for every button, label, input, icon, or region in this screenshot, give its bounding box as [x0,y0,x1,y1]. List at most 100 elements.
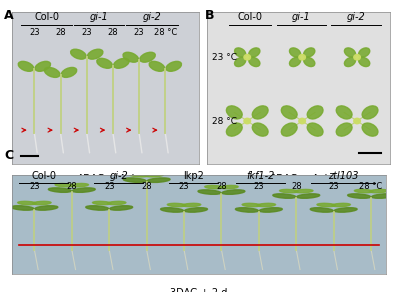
Text: 23: 23 [29,182,40,191]
Ellipse shape [362,123,378,136]
Ellipse shape [11,206,34,210]
Ellipse shape [355,190,373,193]
Ellipse shape [344,57,355,67]
Ellipse shape [205,185,223,189]
Ellipse shape [336,106,352,119]
Ellipse shape [88,49,103,59]
Ellipse shape [234,48,246,57]
Circle shape [354,55,360,60]
Ellipse shape [166,61,181,71]
Ellipse shape [72,188,95,192]
Text: 28 °C: 28 °C [359,182,383,191]
Text: 3DAG + 2 d: 3DAG + 2 d [170,288,228,292]
Text: lkp2: lkp2 [183,171,204,181]
Text: 28: 28 [291,182,302,191]
Circle shape [244,118,250,124]
Ellipse shape [70,49,86,59]
Ellipse shape [310,208,333,212]
Ellipse shape [168,203,186,207]
Ellipse shape [93,201,111,205]
Ellipse shape [123,52,139,62]
Text: 28: 28 [107,29,118,37]
Ellipse shape [222,190,245,194]
Circle shape [299,55,305,60]
Ellipse shape [372,194,394,198]
Text: gi-2: gi-2 [347,12,365,22]
Ellipse shape [18,61,34,71]
Ellipse shape [281,123,297,136]
Ellipse shape [259,208,282,212]
Ellipse shape [249,48,260,57]
Text: ztl103: ztl103 [328,171,358,181]
Text: A: A [4,9,14,22]
Ellipse shape [359,57,370,67]
Ellipse shape [289,48,300,57]
Ellipse shape [35,206,58,210]
Text: Col-0: Col-0 [31,171,56,181]
Text: 23: 23 [29,29,40,37]
Ellipse shape [226,123,242,136]
Text: 23: 23 [134,29,144,37]
Text: Col-0: Col-0 [34,12,59,22]
Ellipse shape [55,183,74,187]
Ellipse shape [348,194,371,198]
Text: 28 °C: 28 °C [213,117,238,126]
Ellipse shape [334,208,357,212]
Ellipse shape [226,106,242,119]
Ellipse shape [344,48,355,57]
Ellipse shape [161,208,183,212]
Ellipse shape [140,52,155,62]
Ellipse shape [130,173,148,177]
Ellipse shape [18,201,36,205]
Ellipse shape [107,201,126,205]
Ellipse shape [317,203,336,207]
Ellipse shape [307,106,323,119]
Ellipse shape [289,57,300,67]
Ellipse shape [185,208,207,212]
Ellipse shape [359,48,370,57]
Ellipse shape [33,201,51,205]
Text: 28: 28 [66,182,77,191]
Ellipse shape [252,106,268,119]
Circle shape [299,118,305,124]
Ellipse shape [369,190,388,193]
Text: 4DAG + 4 d: 4DAG + 4 d [270,174,327,184]
Ellipse shape [295,190,313,193]
Ellipse shape [336,123,352,136]
Ellipse shape [70,183,88,187]
Ellipse shape [304,57,315,67]
Ellipse shape [198,190,221,194]
Text: 23: 23 [254,182,264,191]
Text: gi-1: gi-1 [90,12,108,22]
Text: B: B [205,9,215,22]
Text: 28: 28 [55,29,66,37]
Ellipse shape [114,58,129,68]
Circle shape [354,118,360,124]
Text: 28: 28 [216,182,227,191]
Ellipse shape [257,203,275,207]
Ellipse shape [307,123,323,136]
Ellipse shape [145,173,163,177]
Ellipse shape [280,190,298,193]
Ellipse shape [86,206,109,210]
Ellipse shape [242,203,261,207]
Ellipse shape [147,178,170,182]
Ellipse shape [49,188,71,192]
Ellipse shape [281,106,297,119]
Ellipse shape [273,194,296,198]
Text: gi-1: gi-1 [292,12,310,22]
Ellipse shape [35,61,51,71]
Text: 28 °C: 28 °C [154,29,177,37]
Text: 28: 28 [141,182,152,191]
Text: gi-2: gi-2 [109,171,128,181]
Text: 23: 23 [179,182,189,191]
Text: 23: 23 [328,182,339,191]
Ellipse shape [110,206,133,210]
Text: 23: 23 [104,182,115,191]
Ellipse shape [182,203,201,207]
Ellipse shape [236,208,258,212]
Text: 23: 23 [82,29,92,37]
Circle shape [244,55,250,60]
Ellipse shape [332,203,350,207]
Ellipse shape [220,185,238,189]
